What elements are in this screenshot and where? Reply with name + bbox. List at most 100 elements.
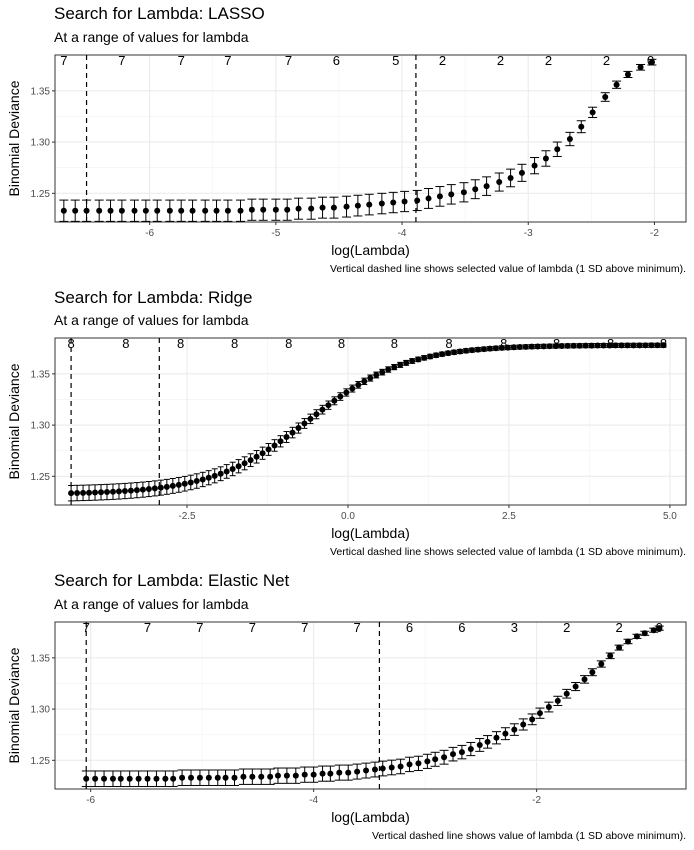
ridge-x-axis-title: log(Lambda) [331, 525, 410, 541]
ridge-point [510, 344, 517, 351]
elastic-net-point [117, 775, 124, 782]
lasso-point [202, 207, 209, 214]
ridge-point [373, 371, 380, 378]
ridge-point [654, 342, 661, 349]
elastic-net-point [616, 644, 623, 651]
lasso-point [401, 198, 408, 205]
ridge-point [463, 347, 470, 354]
lasso-y-tick-label: 1.35 [31, 86, 51, 97]
lasso-x-tick-label: -4 [398, 228, 407, 239]
ridge-coef-count-label: 8 [338, 336, 345, 351]
elastic-net-point [529, 716, 536, 723]
elastic-net-point [650, 627, 657, 634]
elastic-net-coef-count-label: 7 [249, 620, 256, 635]
lasso-point [637, 64, 644, 71]
elastic-net-point [319, 770, 326, 777]
ridge-point [492, 345, 499, 352]
elastic-net-x-tick-label: -2 [532, 795, 541, 806]
ridge-point [163, 483, 170, 490]
ridge-point [642, 342, 649, 349]
elastic-net-x-tick-label: -6 [86, 795, 95, 806]
elastic-net-point [301, 771, 308, 778]
elastic-net-coef-count-label: 0 [656, 620, 663, 635]
elastic-net-point [101, 775, 108, 782]
lasso-point [578, 123, 585, 130]
elastic-net-point [274, 772, 281, 779]
ridge-point [301, 420, 308, 427]
ridge-coef-count-label: 8 [500, 336, 507, 351]
ridge-point [403, 359, 410, 366]
lasso-point [319, 204, 326, 211]
lasso-point [354, 202, 361, 209]
ridge-chart: -2.5 0.0 2.5 5.0 1.25 1.30 1.35 log(Lambda) Bino… [6, 336, 687, 541]
lasso-y-axis-title: Binomial Deviance [6, 80, 22, 196]
elastic-net-point [196, 774, 203, 781]
ridge-point [223, 468, 230, 475]
ridge-point [516, 344, 523, 351]
lasso-x-tick-label: -3 [524, 228, 533, 239]
elastic-net-point [598, 661, 605, 668]
lasso-point [589, 109, 596, 116]
ridge-point [169, 482, 176, 489]
elastic-net-point [633, 633, 640, 640]
lasso-coef-count-label: 7 [285, 53, 292, 68]
elastic-net-point [388, 764, 395, 771]
ridge-point [80, 489, 87, 496]
lasso-point [330, 204, 337, 211]
elastic-net-point [222, 774, 229, 781]
lasso-point [237, 207, 244, 214]
lasso-point [460, 189, 467, 196]
lasso-coef-count-label: 7 [60, 53, 67, 68]
ridge-coef-count-label: 8 [660, 336, 667, 351]
elastic-net-chart-subtitle: At a range of values for lambda [54, 596, 249, 612]
ridge-point [205, 474, 212, 481]
ridge-x-tick-label: 2.5 [502, 511, 516, 522]
lasso-point [272, 206, 279, 213]
elastic-net-point [162, 775, 169, 782]
ridge-point [115, 488, 122, 495]
lasso-point [72, 207, 79, 214]
ridge-point [98, 489, 105, 496]
elastic-net-point [406, 761, 413, 768]
ridge-point [283, 434, 290, 441]
ridge-point [313, 411, 320, 418]
ridge-point [379, 369, 386, 376]
ridge-coef-count-label: 8 [285, 336, 292, 351]
elastic-net-point [379, 765, 386, 772]
lasso-point [96, 207, 103, 214]
lasso-point [308, 205, 315, 212]
elastic-net-point [502, 730, 509, 737]
lasso-coef-count-label: 7 [224, 53, 231, 68]
ridge-point [433, 352, 440, 359]
ridge-point [480, 346, 487, 353]
elastic-net-chart-title: Search for Lambda: Elastic Net [54, 571, 290, 590]
elastic-net-chart-caption: Vertical dashed line shows value of lamb… [372, 830, 686, 842]
ridge-coef-count-label: 8 [445, 336, 452, 351]
lasso-point [507, 174, 514, 181]
elastic-net-coef-count-label: 2 [563, 620, 570, 635]
lasso-point [554, 146, 561, 153]
elastic-net-point [441, 754, 448, 761]
elastic-net-point [520, 721, 527, 728]
lasso-point [448, 191, 455, 198]
lasso-x-tick-label: -6 [145, 228, 154, 239]
ridge-point [546, 343, 553, 350]
lasso-point [284, 206, 291, 213]
ridge-point [600, 342, 607, 349]
elastic-net-coef-count-label: 7 [354, 620, 361, 635]
elastic-net-chart: -6 -4 -2 1.25 1.30 1.35 log(Lambda) Binomial De… [6, 620, 687, 825]
ridge-point [439, 351, 446, 358]
ridge-point [486, 345, 493, 352]
lasso-point [131, 207, 138, 214]
lasso-coef-count-label: 2 [497, 53, 504, 68]
ridge-point [552, 343, 559, 350]
lasso-x-axis-title: log(Lambda) [331, 242, 410, 258]
elastic-net-point [345, 769, 352, 776]
ridge-point [121, 488, 128, 495]
elastic-net-point [310, 771, 317, 778]
elastic-net-point [109, 775, 116, 782]
lasso-x-tick-label: -2 [650, 228, 659, 239]
ridge-point [211, 472, 218, 479]
elastic-net-point [415, 760, 422, 767]
elastic-net-point [144, 775, 151, 782]
